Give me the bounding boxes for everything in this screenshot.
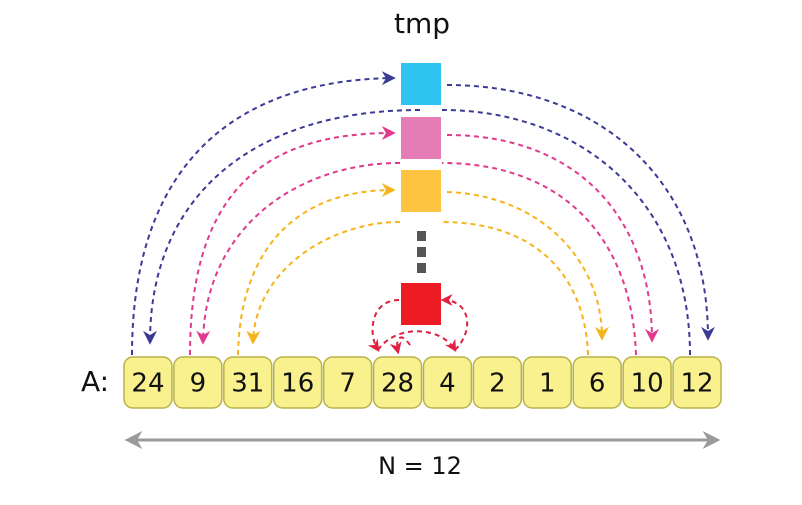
swap-arrows <box>131 71 715 356</box>
tmp-slot <box>401 63 441 105</box>
array-cell <box>322 356 373 409</box>
array-cell <box>223 356 273 409</box>
array-cell <box>173 356 223 409</box>
cell-value: 10 <box>631 369 664 399</box>
arrow <box>446 134 659 343</box>
array-label: A: <box>81 365 109 398</box>
array: 24 9 31 16 7 28 4 2 1 6 10 12 <box>123 356 722 409</box>
array-cell <box>372 356 423 409</box>
arrow <box>377 330 457 353</box>
array-cell <box>522 356 572 409</box>
ellipsis <box>417 231 426 241</box>
cell-value: 16 <box>281 369 314 399</box>
tmp-slot <box>401 117 441 159</box>
arrow <box>143 109 421 345</box>
tmp-label: tmp <box>394 7 450 40</box>
arrow <box>246 221 401 345</box>
cell-value: 1 <box>539 369 556 399</box>
cell-value: 9 <box>190 369 207 399</box>
arrow <box>441 109 691 356</box>
array-cell <box>672 356 722 409</box>
cell-value: 31 <box>231 369 264 399</box>
array-cell <box>572 356 622 409</box>
cell-value: 28 <box>381 369 414 399</box>
ellipsis <box>417 247 426 257</box>
ellipsis <box>417 263 426 273</box>
arrow <box>131 71 396 356</box>
arrow <box>440 294 469 351</box>
arrow <box>441 221 589 356</box>
tmp-slot <box>401 283 441 325</box>
cell-value: 2 <box>489 369 506 399</box>
size-label: N = 12 <box>378 452 462 480</box>
array-cell <box>273 356 323 409</box>
cell-value: 6 <box>589 369 606 399</box>
cell-value: 12 <box>680 369 713 399</box>
array-cell <box>422 356 473 409</box>
arrow <box>189 126 396 356</box>
array-cell <box>622 356 672 409</box>
arrow <box>237 183 396 356</box>
array-cell <box>472 356 523 409</box>
cell-value: 7 <box>339 369 356 399</box>
arrow <box>389 336 411 355</box>
arrow <box>446 191 609 341</box>
cell-value: 24 <box>131 369 164 399</box>
tmp-slot <box>401 170 441 212</box>
arrow <box>441 162 637 356</box>
array-cell <box>123 356 173 409</box>
arrow <box>196 162 401 345</box>
cell-value: 4 <box>439 369 456 399</box>
